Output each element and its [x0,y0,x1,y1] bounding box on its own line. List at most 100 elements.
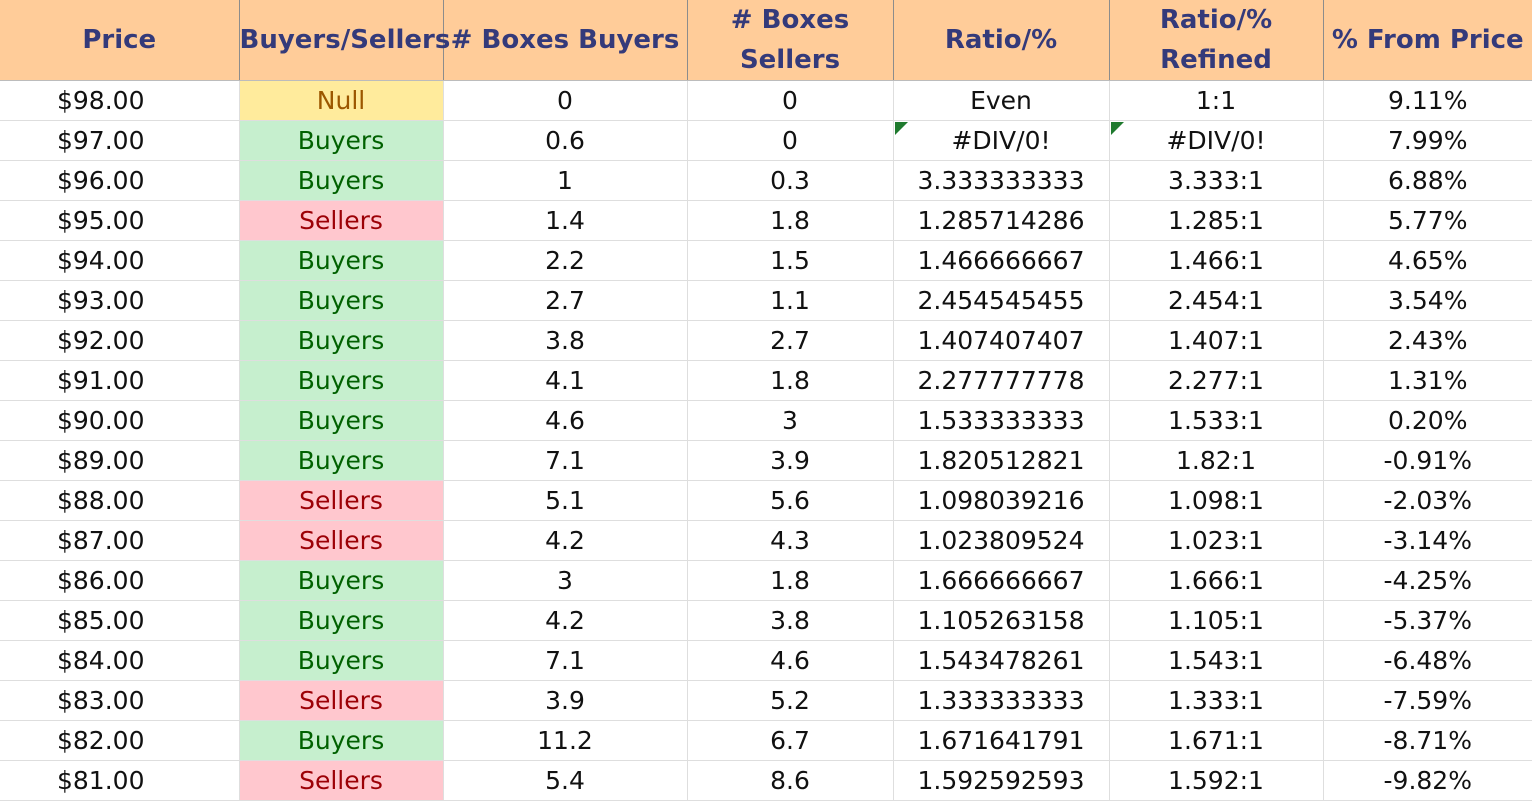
ratio-cell[interactable]: 1.407407407 [893,320,1110,361]
price-cell[interactable]: $89.00 [0,440,240,481]
price-cell[interactable]: $86.00 [0,560,240,601]
boxes-buyers-cell[interactable]: 1 [443,160,688,201]
boxes-buyers-cell[interactable]: 2.2 [443,240,688,281]
boxes-sellers-cell[interactable]: 2.7 [687,320,894,361]
side-badge-cell[interactable]: Sellers [239,760,444,801]
side-badge-cell[interactable]: Buyers [239,160,444,201]
ratio-cell[interactable]: 1.285714286 [893,200,1110,241]
ratio-refined-cell[interactable]: 1.592:1 [1109,760,1324,801]
from-price-cell[interactable]: -2.03% [1323,480,1532,521]
side-badge-cell[interactable]: Buyers [239,440,444,481]
from-price-cell[interactable]: -4.25% [1323,560,1532,601]
ratio-cell[interactable]: 1.333333333 [893,680,1110,721]
side-badge-cell[interactable]: Sellers [239,680,444,721]
price-cell[interactable]: $90.00 [0,400,240,441]
header-buyers-sellers[interactable]: Buyers/Sellers [239,0,450,81]
ratio-refined-cell[interactable]: 3.333:1 [1109,160,1324,201]
ratio-refined-cell[interactable]: 2.277:1 [1109,360,1324,401]
side-badge-cell[interactable]: Buyers [239,320,444,361]
from-price-cell[interactable]: -3.14% [1323,520,1532,561]
ratio-refined-cell[interactable]: 1.82:1 [1109,440,1324,481]
side-badge-cell[interactable]: Buyers [239,360,444,401]
boxes-buyers-cell[interactable]: 4.2 [443,520,688,561]
ratio-cell[interactable]: 2.277777778 [893,360,1110,401]
boxes-buyers-cell[interactable]: 5.1 [443,480,688,521]
ratio-cell[interactable]: 1.098039216 [893,480,1110,521]
from-price-cell[interactable]: -7.59% [1323,680,1532,721]
price-cell[interactable]: $83.00 [0,680,240,721]
boxes-buyers-cell[interactable]: 4.2 [443,600,688,641]
side-badge-cell[interactable]: Sellers [239,480,444,521]
boxes-sellers-cell[interactable]: 1.8 [687,560,894,601]
boxes-sellers-cell[interactable]: 1.5 [687,240,894,281]
ratio-refined-cell[interactable]: 1.333:1 [1109,680,1324,721]
ratio-refined-cell[interactable]: 1.671:1 [1109,720,1324,761]
boxes-buyers-cell[interactable]: 11.2 [443,720,688,761]
from-price-cell[interactable]: -6.48% [1323,640,1532,681]
boxes-sellers-cell[interactable]: 5.6 [687,480,894,521]
boxes-sellers-cell[interactable]: 1.8 [687,200,894,241]
side-badge-cell[interactable]: Buyers [239,120,444,161]
ratio-cell[interactable]: 1.820512821 [893,440,1110,481]
header-boxes-sellers[interactable]: # Boxes Sellers [687,0,894,81]
side-badge-cell[interactable]: Buyers [239,240,444,281]
from-price-cell[interactable]: 1.31% [1323,360,1532,401]
boxes-sellers-cell[interactable]: 0.3 [687,160,894,201]
price-cell[interactable]: $82.00 [0,720,240,761]
ratio-refined-cell[interactable]: #DIV/0! [1109,120,1324,161]
header-from-price[interactable]: % From Price [1323,0,1532,81]
boxes-buyers-cell[interactable]: 7.1 [443,640,688,681]
boxes-sellers-cell[interactable]: 3.8 [687,600,894,641]
side-badge-cell[interactable]: Sellers [239,200,444,241]
ratio-refined-cell[interactable]: 1.533:1 [1109,400,1324,441]
ratio-refined-cell[interactable]: 1.105:1 [1109,600,1324,641]
ratio-cell[interactable]: 1.671641791 [893,720,1110,761]
from-price-cell[interactable]: 3.54% [1323,280,1532,321]
ratio-cell[interactable]: 1.466666667 [893,240,1110,281]
ratio-cell[interactable]: 1.592592593 [893,760,1110,801]
price-cell[interactable]: $92.00 [0,320,240,361]
price-cell[interactable]: $94.00 [0,240,240,281]
ratio-cell[interactable]: 1.533333333 [893,400,1110,441]
from-price-cell[interactable]: -9.82% [1323,760,1532,801]
boxes-sellers-cell[interactable]: 6.7 [687,720,894,761]
header-ratio-refined[interactable]: Ratio/% Refined [1109,0,1324,81]
side-badge-cell[interactable]: Buyers [239,600,444,641]
from-price-cell[interactable]: -8.71% [1323,720,1532,761]
ratio-refined-cell[interactable]: 2.454:1 [1109,280,1324,321]
from-price-cell[interactable]: 2.43% [1323,320,1532,361]
boxes-sellers-cell[interactable]: 1.1 [687,280,894,321]
ratio-refined-cell[interactable]: 1.285:1 [1109,200,1324,241]
price-cell[interactable]: $81.00 [0,760,240,801]
side-badge-cell[interactable]: Buyers [239,400,444,441]
price-cell[interactable]: $91.00 [0,360,240,401]
price-cell[interactable]: $87.00 [0,520,240,561]
boxes-buyers-cell[interactable]: 3.9 [443,680,688,721]
boxes-buyers-cell[interactable]: 7.1 [443,440,688,481]
ratio-refined-cell[interactable]: 1:1 [1109,80,1324,121]
ratio-refined-cell[interactable]: 1.023:1 [1109,520,1324,561]
boxes-sellers-cell[interactable]: 8.6 [687,760,894,801]
ratio-cell[interactable]: 3.333333333 [893,160,1110,201]
side-badge-cell[interactable]: Sellers [239,520,444,561]
header-boxes-buyers[interactable]: # Boxes Buyers [443,0,688,81]
side-badge-cell[interactable]: Buyers [239,560,444,601]
boxes-buyers-cell[interactable]: 0.6 [443,120,688,161]
header-price[interactable]: Price [0,0,240,81]
boxes-sellers-cell[interactable]: 4.3 [687,520,894,561]
boxes-buyers-cell[interactable]: 4.6 [443,400,688,441]
ratio-refined-cell[interactable]: 1.407:1 [1109,320,1324,361]
price-cell[interactable]: $85.00 [0,600,240,641]
side-badge-cell[interactable]: Null [239,80,444,121]
from-price-cell[interactable]: -5.37% [1323,600,1532,641]
ratio-cell[interactable]: 1.666666667 [893,560,1110,601]
boxes-buyers-cell[interactable]: 5.4 [443,760,688,801]
ratio-cell[interactable]: #DIV/0! [893,120,1110,161]
price-cell[interactable]: $96.00 [0,160,240,201]
ratio-refined-cell[interactable]: 1.543:1 [1109,640,1324,681]
boxes-sellers-cell[interactable]: 4.6 [687,640,894,681]
price-cell[interactable]: $84.00 [0,640,240,681]
boxes-buyers-cell[interactable]: 3.8 [443,320,688,361]
boxes-sellers-cell[interactable]: 3 [687,400,894,441]
boxes-buyers-cell[interactable]: 0 [443,80,688,121]
